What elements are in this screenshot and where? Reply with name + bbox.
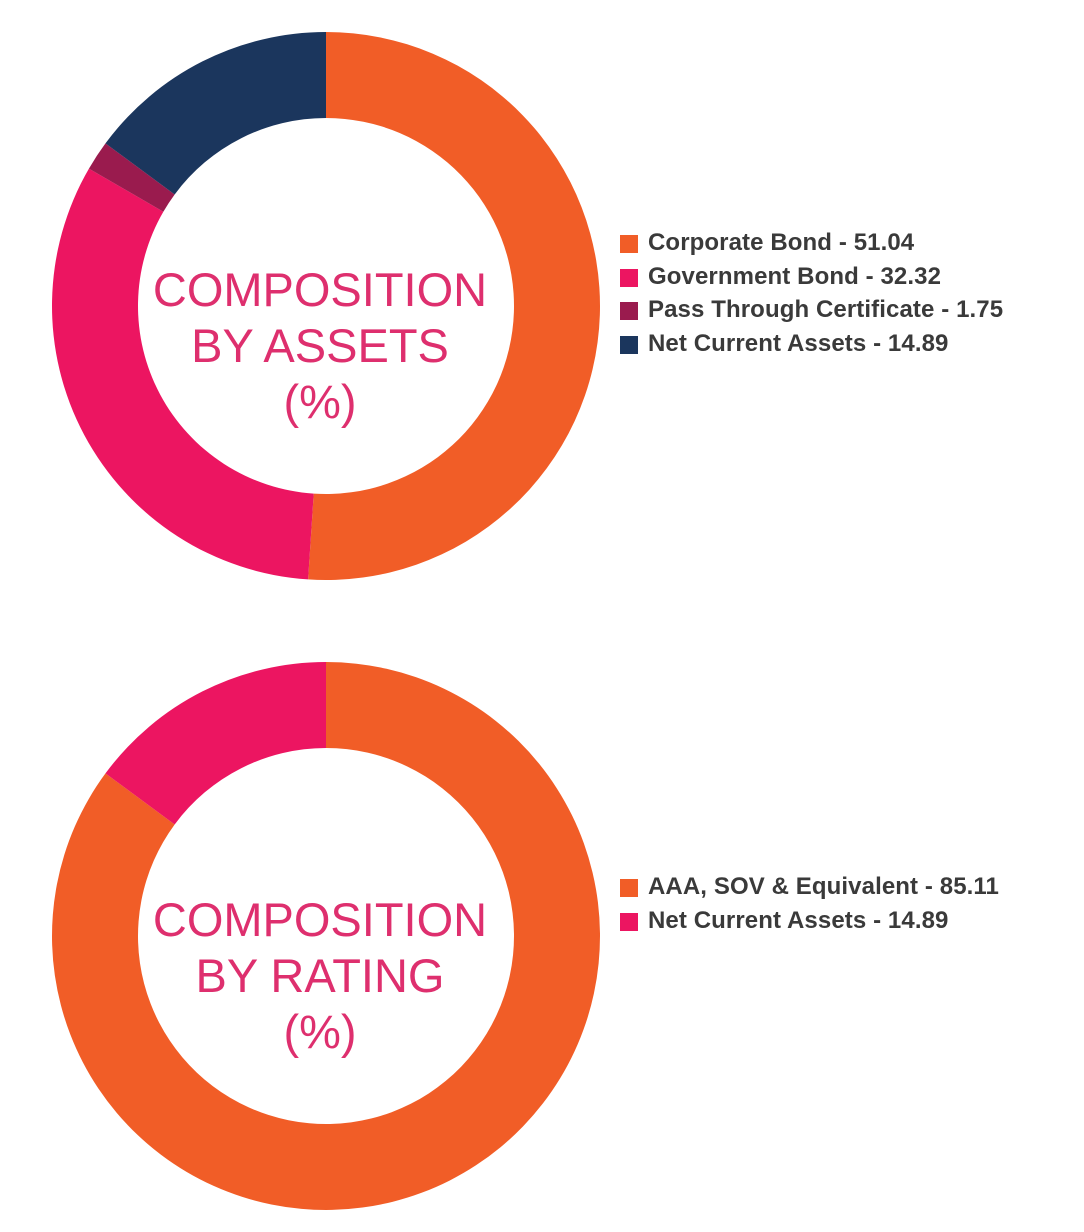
rating-center-line-3: (%) — [283, 1005, 356, 1058]
rating-slices — [51, 662, 600, 1210]
slice-government-bond — [51, 168, 314, 580]
legend-swatch — [620, 335, 638, 354]
legend-label: Corporate Bond - 51.04 — [648, 229, 915, 256]
legend-swatch — [620, 879, 638, 897]
rating-donut-chart: COMPOSITION BY RATING (%) — [51, 662, 600, 1210]
assets-slices — [51, 32, 600, 580]
rating-chart-block: COMPOSITION BY RATING (%) AAA, SOV & Equ… — [0, 630, 1084, 1232]
legend-item-pass-through-certificate: Pass Through Certificate - 1.75 — [620, 293, 1060, 327]
legend-label: Net Current Assets - 14.89 — [648, 906, 949, 934]
assets-donut-chart: COMPOSITION BY ASSETS (%) — [51, 32, 600, 580]
slice-pass-through-certificate — [88, 143, 175, 212]
legend-label: Pass Through Certificate - 1.75 — [648, 296, 1004, 323]
assets-chart-block: COMPOSITION BY ASSETS (%) Corporate Bond… — [0, 0, 1084, 600]
legend-swatch — [620, 912, 638, 931]
legend-swatch — [620, 268, 638, 287]
legend-swatch — [620, 235, 638, 253]
legend-label: Government Bond - 32.32 — [648, 262, 942, 290]
slice-aaa-sov-equivalent — [51, 662, 600, 1210]
slice-net-current-assets — [105, 662, 326, 825]
rating-center-line-2: BY RATING — [196, 949, 445, 1002]
assets-center-line-2: BY ASSETS — [191, 319, 449, 372]
legend-label: AAA, SOV & Equivalent - 85.11 — [648, 873, 1000, 900]
assets-center-line-1: COMPOSITION — [153, 263, 487, 316]
assets-center-line-3: (%) — [283, 375, 356, 428]
assets-legend: Corporate Bond - 51.04 Government Bond -… — [620, 226, 1060, 360]
legend-swatch — [620, 302, 638, 320]
rating-center-line-1: COMPOSITION — [153, 893, 487, 946]
legend-item-net-current-assets: Net Current Assets - 14.89 — [620, 327, 1060, 361]
legend-item-aaa-sov-equivalent: AAA, SOV & Equivalent - 85.11 — [620, 870, 1008, 904]
slice-net-current-assets — [105, 32, 326, 195]
rating-legend: AAA, SOV & Equivalent - 85.11 Net Curren… — [620, 870, 1060, 937]
legend-item-net-current-assets: Net Current Assets - 14.89 — [620, 904, 1060, 938]
legend-item-government-bond: Government Bond - 32.32 — [620, 260, 1060, 294]
legend-label: Net Current Assets - 14.89 — [648, 329, 949, 357]
legend-item-corporate-bond: Corporate Bond - 51.04 — [620, 226, 1060, 260]
slice-corporate-bond — [308, 32, 600, 580]
